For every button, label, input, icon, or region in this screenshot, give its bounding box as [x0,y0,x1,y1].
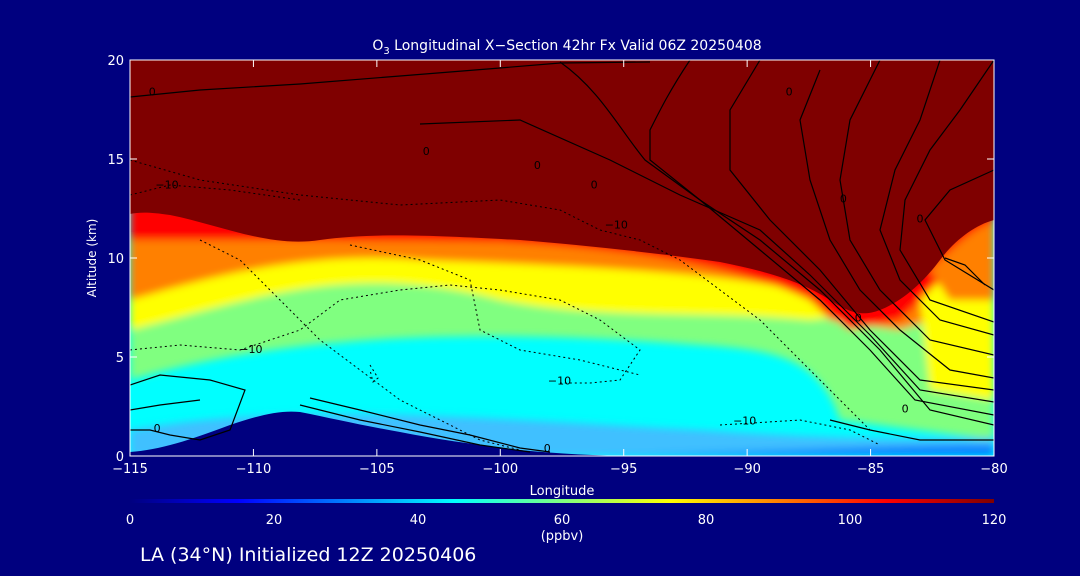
colorbar-tick-label: 0 [126,513,134,528]
contour-label: −10 [155,179,178,192]
colorbar-tick-label: 80 [698,513,715,528]
contour-label: 0 [534,159,541,172]
contour-label: 0 [855,311,862,324]
colorbar-tick-label: 100 [838,513,863,528]
x-tick-label: −85 [857,462,884,477]
contour-label: 0 [423,145,430,158]
contour-label: −10 [605,218,628,231]
contour-label: 0 [149,86,156,99]
x-tick-label: −95 [610,462,637,477]
x-axis-label: Longitude [530,484,595,499]
y-tick-label: 15 [107,153,124,168]
colorbar-tick-label: 40 [410,513,427,528]
chart-title: O3 Longitudinal X−Section 42hr Fx Valid … [372,38,761,57]
x-tick-label: −110 [236,462,272,477]
y-tick-label: 10 [107,252,124,267]
colorbar-tick-label: 20 [266,513,283,528]
x-tick-label: −115 [112,462,148,477]
y-tick-label: 20 [107,54,124,69]
x-tick-label: −90 [733,462,760,477]
colorbar-ticks: 0 20 40 60 80 100 120 [126,513,1007,528]
contours-solid [130,60,994,453]
ozone-field: 0 −10 0 0 0 −10 −10 −10 −10 0 0 0 0 0 0 0 [130,60,994,456]
contour-label: −10 [239,343,262,356]
contour-label: −10 [733,414,756,427]
contour-label: 0 [544,442,551,455]
y-axis: 0 5 10 15 20 [107,54,994,465]
colorbar-tick-label: 60 [554,513,571,528]
y-tick-label: 5 [116,351,124,366]
colorbar-tick-label: 120 [982,513,1007,528]
contour-label: 0 [902,402,909,415]
colorbar [130,499,994,503]
x-tick-label: −105 [359,462,395,477]
contour-label: 0 [154,422,161,435]
contour-label: 0 [786,86,793,99]
contour-label: −10 [548,375,571,388]
x-tick-label: −100 [482,462,518,477]
y-tick-label: 0 [116,450,124,465]
contour-label: 0 [591,179,598,192]
footer-caption: LA (34°N) Initialized 12Z 20250406 [140,544,476,566]
x-axis: −115 −110 −105 −100 −95 −90 −85 −80 [112,60,1008,477]
contours-dashed [130,159,881,451]
contour-label: 0 [916,212,923,225]
y-axis-label: Altitude (km) [85,219,99,298]
contour-label: 0 [840,193,847,206]
colorbar-unit-label: (ppbv) [541,529,584,544]
contour-labels: 0 −10 0 0 0 −10 −10 −10 −10 0 0 0 0 0 0 0 [149,86,924,455]
x-tick-label: −80 [980,462,1007,477]
